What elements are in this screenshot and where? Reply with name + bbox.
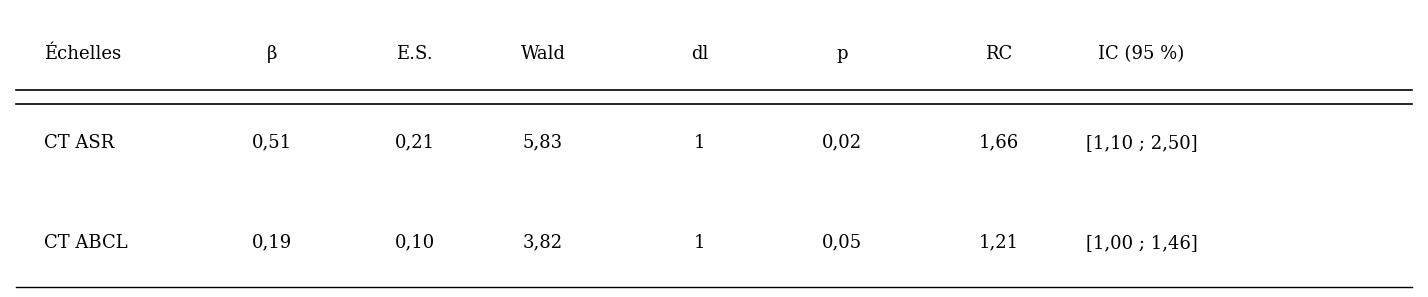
Text: β: β — [267, 45, 277, 63]
Text: 1: 1 — [694, 134, 705, 151]
Text: 0,21: 0,21 — [394, 134, 434, 151]
Text: 1: 1 — [694, 234, 705, 252]
Text: RC: RC — [985, 45, 1012, 63]
Text: 0,19: 0,19 — [253, 234, 293, 252]
Text: 5,83: 5,83 — [523, 134, 563, 151]
Text: 0,02: 0,02 — [823, 134, 863, 151]
Text: 0,05: 0,05 — [823, 234, 863, 252]
Text: [1,00 ; 1,46]: [1,00 ; 1,46] — [1085, 234, 1198, 252]
Text: 0,10: 0,10 — [394, 234, 436, 252]
Text: IC (95 %): IC (95 %) — [1098, 45, 1185, 63]
Text: Échelles: Échelles — [44, 45, 121, 63]
Text: E.S.: E.S. — [397, 45, 433, 63]
Text: p: p — [837, 45, 848, 63]
Text: dl: dl — [691, 45, 708, 63]
Text: CT ABCL: CT ABCL — [44, 234, 127, 252]
Text: 1,66: 1,66 — [980, 134, 1020, 151]
Text: 0,51: 0,51 — [253, 134, 293, 151]
Text: [1,10 ; 2,50]: [1,10 ; 2,50] — [1085, 134, 1198, 151]
Text: 1,21: 1,21 — [980, 234, 1020, 252]
Text: 3,82: 3,82 — [523, 234, 563, 252]
Text: CT ASR: CT ASR — [44, 134, 114, 151]
Text: Wald: Wald — [520, 45, 565, 63]
